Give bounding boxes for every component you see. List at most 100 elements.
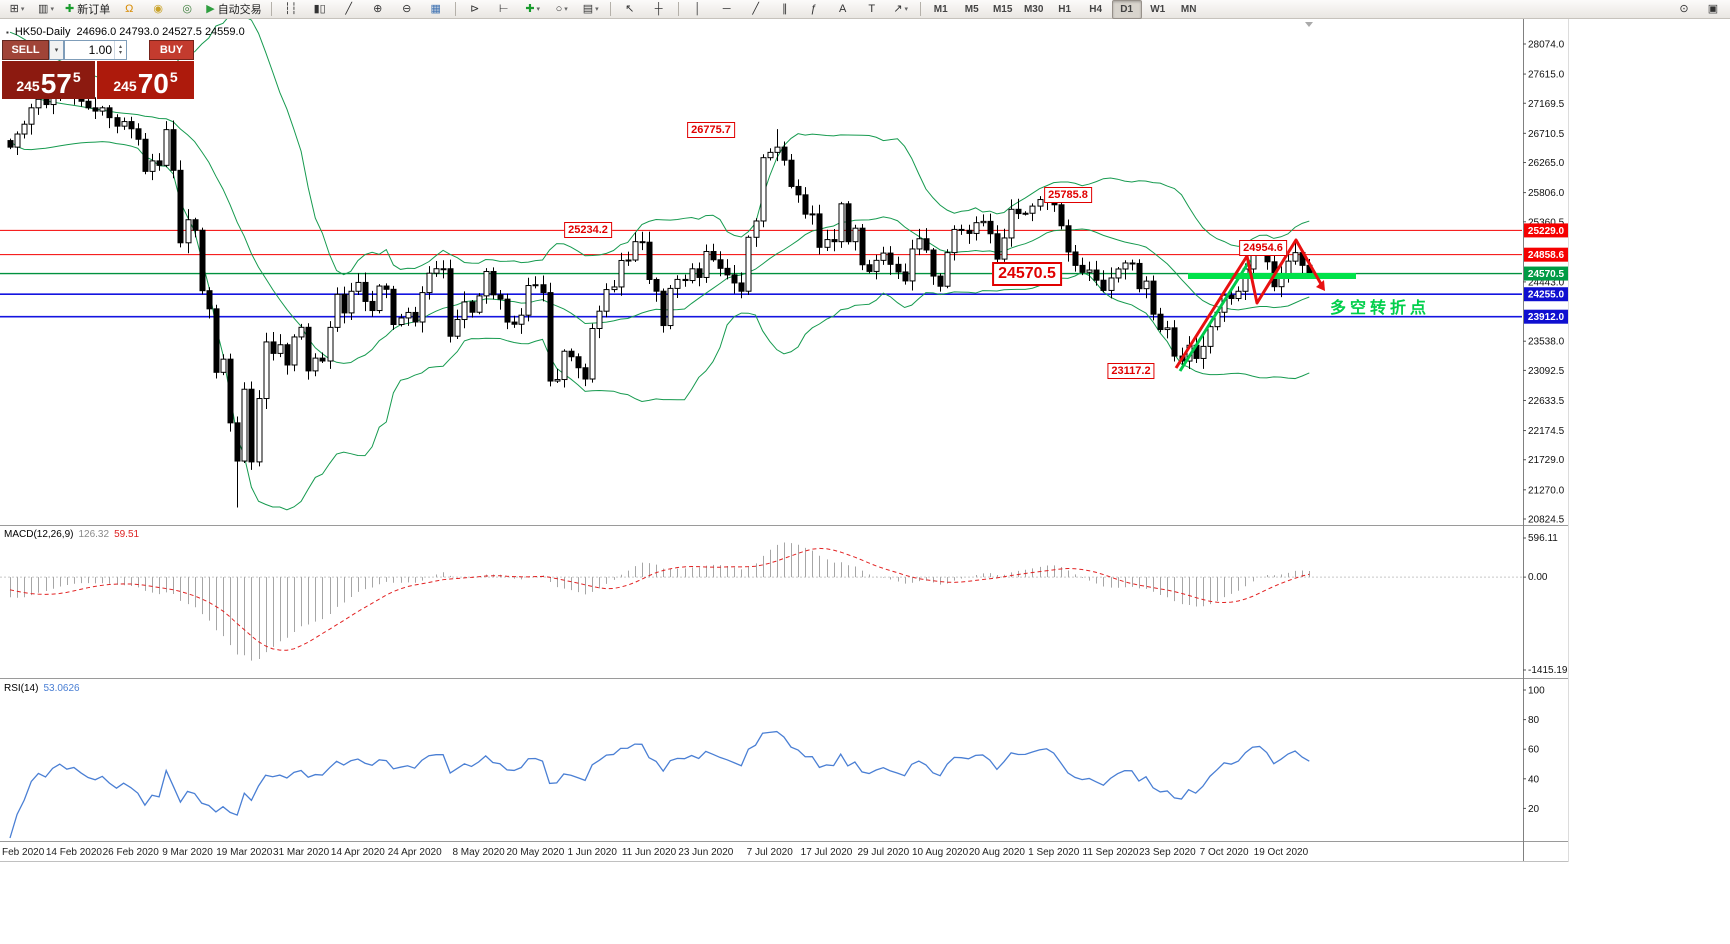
strategy-tester-button[interactable]: ◎ xyxy=(173,0,201,19)
date-axis-label: Feb 2020 xyxy=(2,847,45,858)
line-chart-type-button[interactable]: ╱ xyxy=(335,0,363,19)
rsi-pane[interactable] xyxy=(9,730,1310,839)
order-mode-dropdown[interactable]: ▾ xyxy=(49,40,64,60)
bar-chart-type-icon: ┆┆ xyxy=(284,2,298,15)
chart-ohlc-line: ▪ HK50-Daily 24696.0 24793.0 24527.5 245… xyxy=(6,26,245,38)
timeframe-m15[interactable]: M15 xyxy=(992,3,1013,15)
date-axis-label: 31 Mar 2020 xyxy=(273,847,330,858)
timeframe-h4[interactable]: H4 xyxy=(1089,3,1103,15)
toolbar: ⊞ ▾ ▥ ▾ ✚ 新订单 Ω ◉ ◎ ▶ 自动交易 ┆┆ ▮▯ ╱ ⊕ ⊖ ▦ ⊳ ⊢ ✚ ▾ ○ ▾ ▤ ▾ ↖ ┼ │ ─ ╱ ∥ ƒ A… xyxy=(0,0,1730,19)
profiles-icon: ▥ xyxy=(38,2,49,15)
volume-stepper[interactable]: ▴ ▾ xyxy=(114,41,126,59)
text-label-button[interactable]: T xyxy=(858,0,886,19)
tile-windows-button[interactable]: ▦ xyxy=(422,0,450,19)
fibonacci-button[interactable]: ƒ xyxy=(800,0,828,19)
bar-chart-type-button[interactable]: ┆┆ xyxy=(277,0,305,19)
macd-axis-tick: -1415.19 xyxy=(1528,665,1568,676)
toolbar-separator xyxy=(609,2,611,16)
search-button[interactable]: ⊙ xyxy=(1670,0,1698,19)
timeframe-mn[interactable]: MN xyxy=(1180,3,1197,15)
chart-shift-icon: ⊢ xyxy=(498,2,509,15)
volume-input[interactable]: 1.00 ▴ ▾ xyxy=(64,40,127,60)
crosshair-button[interactable]: ┼ xyxy=(645,0,673,19)
cursor-button[interactable]: ↖ xyxy=(616,0,644,19)
window-list-icon: ▣ xyxy=(1707,2,1719,15)
timeframe-m5[interactable]: M5 xyxy=(964,3,979,15)
templates-button[interactable]: ▤ ▾ xyxy=(577,0,605,19)
zoom-out-button[interactable]: ⊖ xyxy=(393,0,421,19)
ask-price: 245 xyxy=(113,78,137,94)
timeframe-d1[interactable]: D1 xyxy=(1111,0,1142,19)
text-button[interactable]: A xyxy=(829,0,857,19)
price-level-box-label: 23912.0 xyxy=(1528,312,1565,323)
price-level-box xyxy=(1524,309,1568,324)
periods-button[interactable]: ○ ▾ xyxy=(548,0,576,19)
rsi-axis-tick: 100 xyxy=(1528,686,1545,697)
chart-ohlc-values: 24696.0 24793.0 24527.5 24559.0 xyxy=(76,26,245,38)
price-chart-canvas[interactable]: 28074.0 27615.0 27169.5 26710.5 26265.0 25806… xyxy=(0,19,1570,862)
line-chart-type-icon: ╱ xyxy=(345,2,352,15)
macd-indicator-label: MACD(12,26,9) 126.32 59.51 xyxy=(4,529,140,540)
channel-button[interactable]: ∥ xyxy=(771,0,799,19)
new-order-button-label: 新订单 xyxy=(77,4,111,16)
arrows-icon: ↗ xyxy=(893,2,903,15)
arrows-button[interactable]: ↗ ▾ xyxy=(887,0,915,19)
date-axis-label: 23 Sep 2020 xyxy=(1139,847,1196,858)
vertical-line-icon: │ xyxy=(694,2,702,15)
vertical-line-button[interactable]: │ xyxy=(684,0,712,19)
ask-price-display[interactable]: 245 70 5 xyxy=(97,61,194,99)
magnet-button[interactable]: Ω xyxy=(115,0,143,19)
horizontal-line-button[interactable]: ─ xyxy=(713,0,741,19)
bid-price-display[interactable]: 245 57 5 xyxy=(2,61,95,99)
price-axis-tick: 22174.5 xyxy=(1528,426,1565,437)
autotrading-button[interactable]: ▶ 自动交易 xyxy=(202,0,265,19)
sell-button[interactable]: SELL xyxy=(2,40,49,60)
zoom-in-button[interactable]: ⊕ xyxy=(364,0,392,19)
window-list-button[interactable]: ▣ xyxy=(1699,0,1727,19)
macd-pane[interactable] xyxy=(0,542,1522,661)
timeframe-h1[interactable]: H1 xyxy=(1058,3,1072,15)
chart-window: 28074.0 27615.0 27169.5 26710.5 26265.0 25806… xyxy=(0,19,1570,944)
new-chart-button[interactable]: ⊞ ▾ xyxy=(3,0,31,19)
chart-shift-button[interactable]: ⊢ xyxy=(490,0,518,19)
profiles-button[interactable]: ▥ ▾ xyxy=(32,0,60,19)
rsi-axis-tick: 20 xyxy=(1528,804,1540,815)
price-axis-tick: 25806.0 xyxy=(1528,188,1565,199)
price-pane[interactable] xyxy=(0,19,1522,511)
new-chart-icon: ⊞ xyxy=(9,2,19,15)
chart-shift-marker xyxy=(1305,22,1313,27)
price-axis-tick: 21729.0 xyxy=(1528,455,1565,466)
auto-scroll-button[interactable]: ⊳ xyxy=(461,0,489,19)
macd-signal-line xyxy=(9,547,1310,651)
text-icon: A xyxy=(839,2,847,15)
price-level-box xyxy=(1524,287,1568,302)
chart-title: HK50-Daily xyxy=(14,26,71,38)
metaeditor-icon: ◉ xyxy=(153,2,164,15)
date-axis-label: 29 Jul 2020 xyxy=(857,847,909,858)
tile-windows-icon: ▦ xyxy=(430,2,441,15)
timeframe-w1[interactable]: W1 xyxy=(1150,3,1166,15)
candlestick-type-button[interactable]: ▮▯ xyxy=(306,0,334,19)
one-click-trading-panel: SELL ▾ 1.00 ▴ ▾ BUY 245 57 5 245 70 5 xyxy=(2,40,194,99)
magnet-icon: Ω xyxy=(125,2,134,15)
indicators-button[interactable]: ✚ ▾ xyxy=(519,0,547,19)
trendline-button[interactable]: ╱ xyxy=(742,0,770,19)
bollinger-band-line xyxy=(9,86,1310,364)
indicators-icon: ✚ xyxy=(525,2,535,15)
date-axis-label: 8 May 2020 xyxy=(452,847,505,858)
new-order-button[interactable]: ✚ 新订单 xyxy=(61,0,114,19)
buy-button[interactable]: BUY xyxy=(149,40,194,60)
toolbar-separator xyxy=(270,2,272,16)
red-zigzag-arrow[interactable] xyxy=(1174,238,1323,369)
timeframe-m1[interactable]: M1 xyxy=(933,3,948,15)
timeframe-m30[interactable]: M30 xyxy=(1023,3,1044,15)
chevron-down-icon: ▾ xyxy=(118,50,122,56)
toolbar-separator xyxy=(454,2,456,16)
chevron-up-icon: ▴ xyxy=(118,44,122,50)
crosshair-icon: ┼ xyxy=(654,2,663,15)
metaeditor-button[interactable]: ◉ xyxy=(144,0,172,19)
date-axis-label: 26 Feb 2020 xyxy=(103,847,160,858)
price-axis-tick: 22633.5 xyxy=(1528,396,1565,407)
date-axis-label: 14 Apr 2020 xyxy=(331,847,385,858)
rsi-axis-tick: 60 xyxy=(1528,745,1540,756)
